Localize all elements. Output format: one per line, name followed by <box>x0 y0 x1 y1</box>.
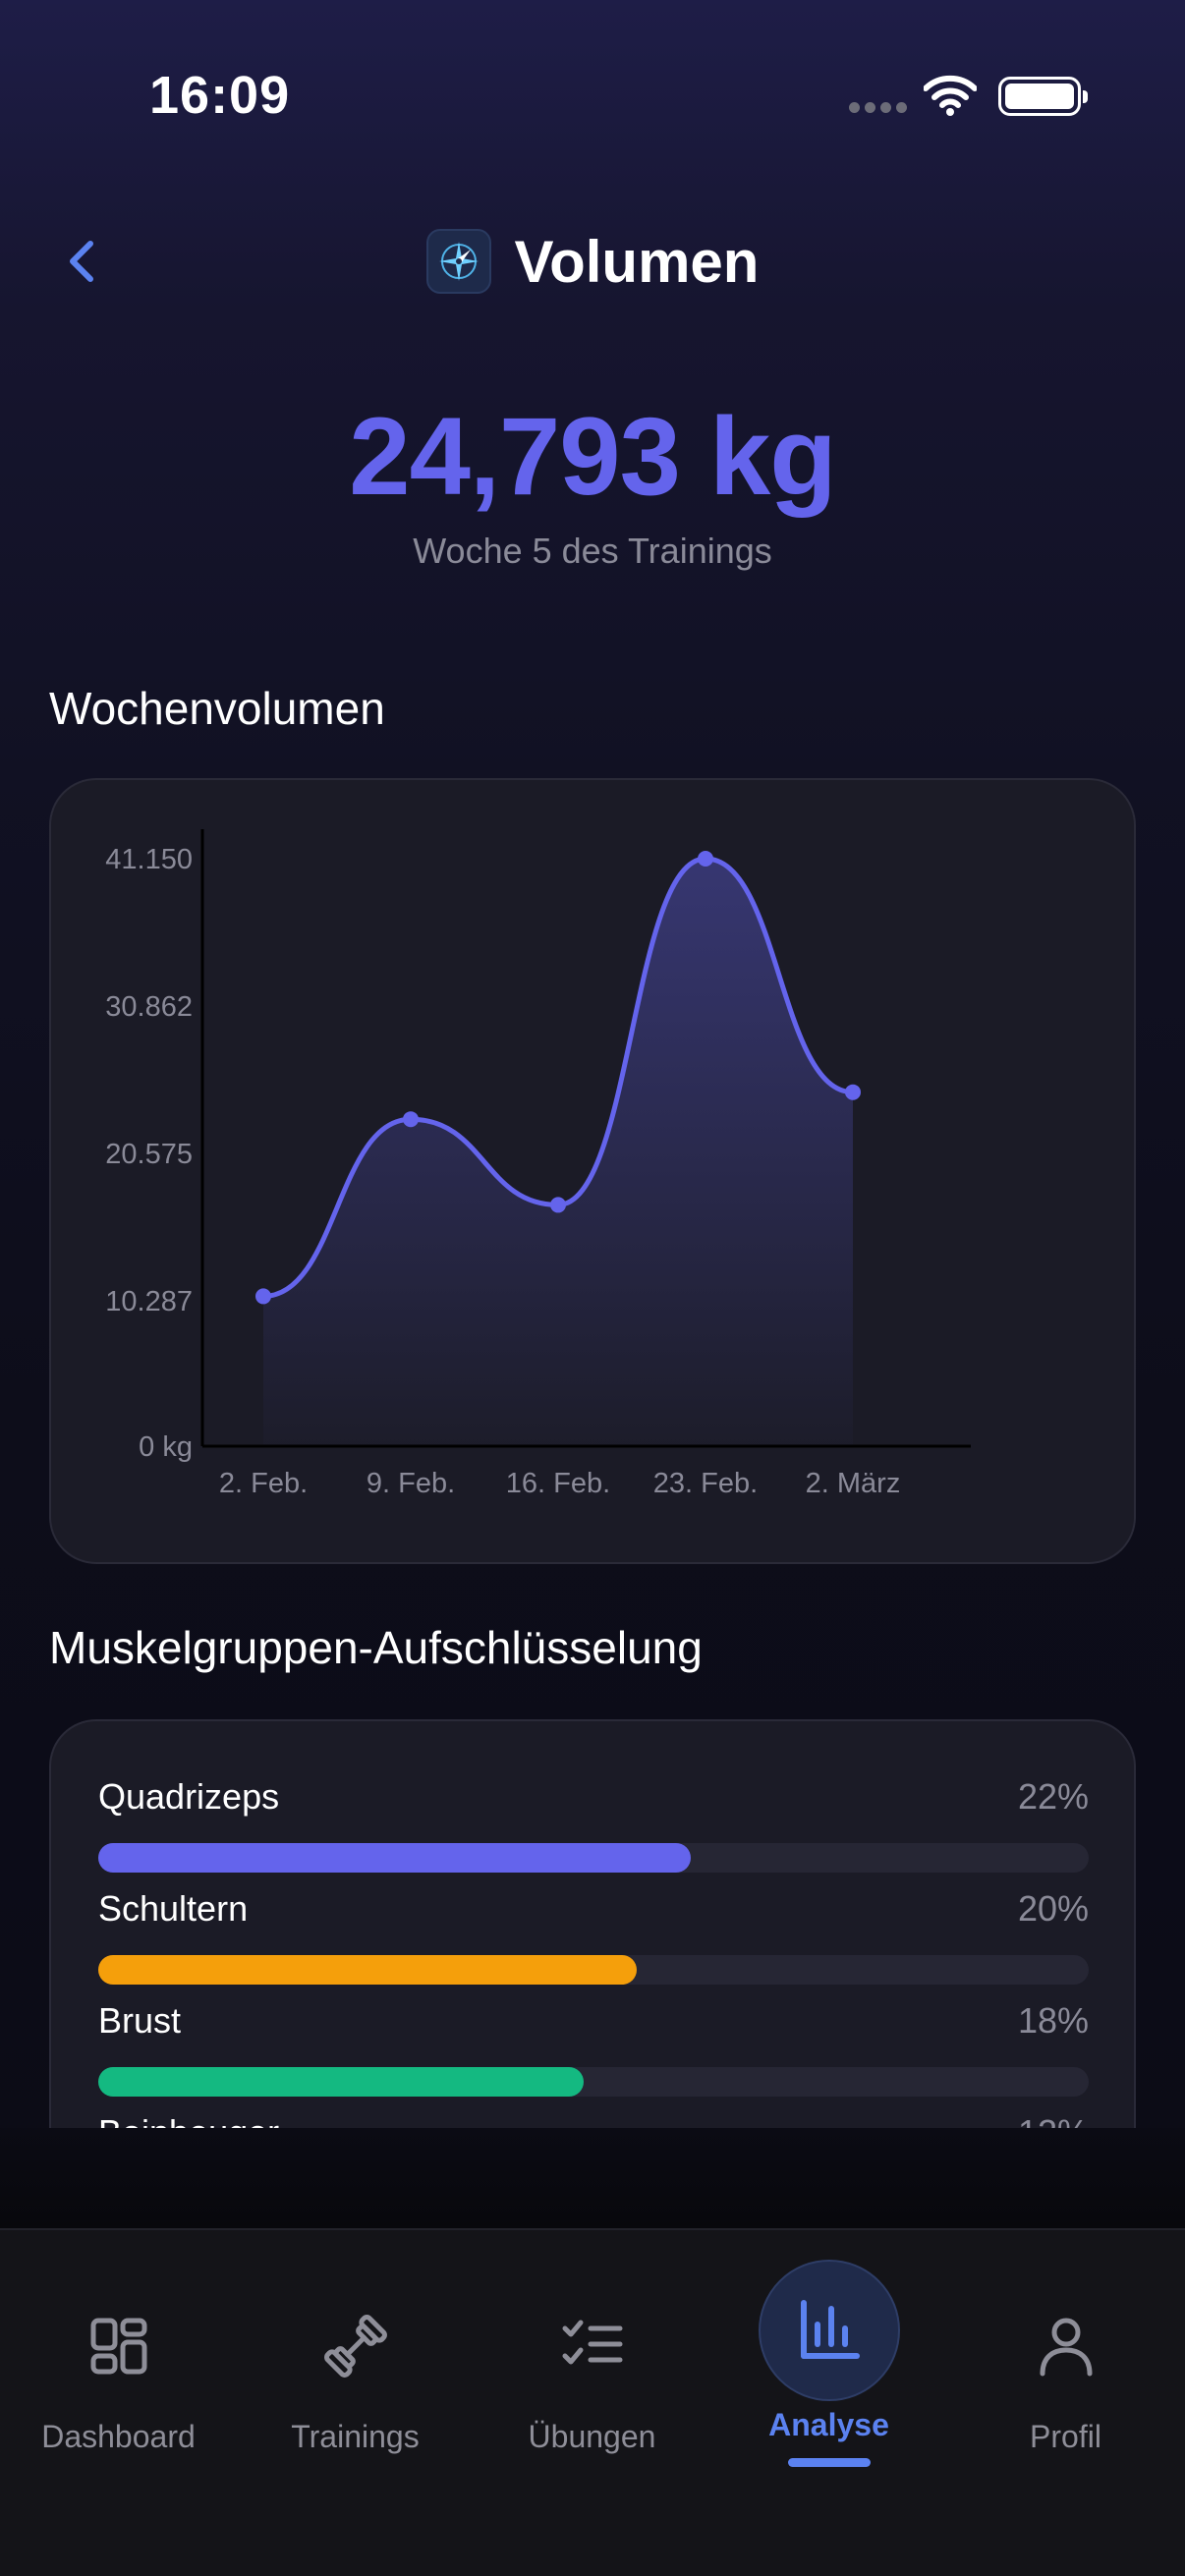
grid-icon <box>90 2318 146 2375</box>
chart-data-point <box>255 1288 271 1305</box>
chart-data-point <box>550 1197 566 1213</box>
chart-y-tick-label: 41.150 <box>105 844 193 875</box>
page-header: Volumen <box>0 222 1185 301</box>
chart-area-fill <box>263 859 853 1446</box>
chart-x-tick-label: 16. Feb. <box>506 1468 610 1499</box>
active-tab-indicator <box>787 2458 871 2467</box>
page-title: Volumen <box>514 228 760 295</box>
tab-label: Übungen <box>528 2419 656 2454</box>
muscle-breakdown-heading: Muskelgruppen-Aufschlüsselung <box>49 1622 703 1673</box>
active-tab-highlight <box>758 2260 900 2401</box>
muscle-bar-fill <box>98 2067 584 2097</box>
muscle-bar-track <box>98 1843 1089 1873</box>
muscle-percent: 18% <box>1017 2000 1089 2041</box>
chart-x-tick-label: 23. Feb. <box>653 1468 758 1499</box>
chart-x-tick-label: 9. Feb. <box>367 1468 455 1499</box>
chart-x-tick-label: 2. März <box>806 1468 901 1499</box>
chart-y-tick-label: 10.287 <box>105 1286 193 1317</box>
muscle-name: Quadrizeps <box>98 1776 280 1817</box>
chart-data-point <box>403 1111 419 1128</box>
muscle-bar-fill <box>98 1955 638 1985</box>
muscle-name: Schultern <box>98 1888 249 1929</box>
total-volume-subtitle: Woche 5 des Trainings <box>413 531 772 571</box>
scroll-fade <box>0 2128 1185 2230</box>
muscle-percent: 20% <box>1017 1888 1089 1929</box>
back-button[interactable] <box>55 232 110 291</box>
tab-label: Profil <box>1030 2419 1101 2454</box>
total-volume-value: 24,793 kg <box>349 395 836 518</box>
chart-data-point <box>698 851 713 867</box>
bar-chart-icon <box>800 2300 860 2359</box>
tab-label: Trainings <box>291 2419 420 2454</box>
cellular-signal-icon <box>849 102 908 114</box>
chart-x-tick-label: 2. Feb. <box>219 1468 308 1499</box>
dumbbell-icon <box>323 2315 387 2378</box>
tab-analyse[interactable]: Analyse <box>710 2230 947 2486</box>
tab-label: Analyse <box>768 2407 889 2442</box>
muscle-bar-track <box>98 2067 1089 2097</box>
tab-trainings[interactable]: Trainings <box>237 2230 474 2486</box>
tab-uebungen[interactable]: Übungen <box>474 2230 710 2486</box>
tab-bar: Dashboard Trainings Übungen <box>0 2228 1185 2576</box>
muscle-bar-track <box>98 1955 1089 1985</box>
tab-dashboard[interactable]: Dashboard <box>0 2230 237 2486</box>
weekly-volume-chart: 0 kg 10.287 20.575 30.862 41.150 2. Feb. 9. Fe… <box>105 829 971 1499</box>
checklist-icon <box>562 2320 622 2365</box>
battery-icon <box>998 77 1088 116</box>
tab-label: Dashboard <box>41 2419 196 2454</box>
chart-y-tick-label: 20.575 <box>105 1139 193 1170</box>
muscle-percent: 22% <box>1017 1776 1089 1817</box>
chart-y-tick-label: 30.862 <box>105 991 193 1023</box>
chart-y-tick-label: 0 kg <box>139 1431 193 1463</box>
compass-icon <box>425 229 491 294</box>
person-icon <box>1040 2318 1092 2377</box>
status-time: 16:09 <box>149 66 291 125</box>
weekly-volume-heading: Wochenvolumen <box>49 683 385 734</box>
weekly-volume-card: 0 kg 10.287 20.575 30.862 41.150 2. Feb. 9. Fe… <box>49 778 1136 1564</box>
chart-data-point <box>845 1084 861 1100</box>
wifi-icon <box>924 75 977 116</box>
muscle-name: Brust <box>98 2000 182 2041</box>
chart-series-line <box>260 856 856 1299</box>
muscle-bar-fill <box>98 1843 692 1873</box>
tab-profil[interactable]: Profil <box>947 2230 1184 2486</box>
